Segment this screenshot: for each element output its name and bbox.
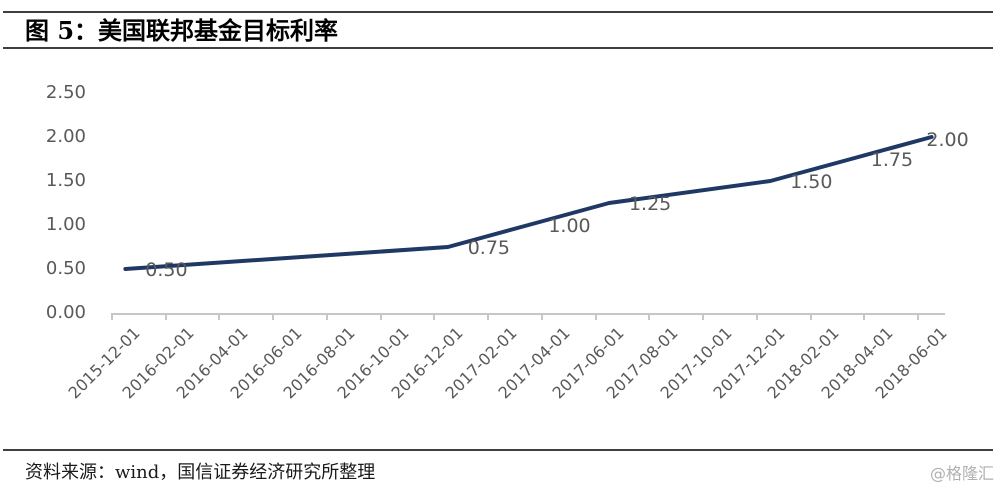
x-axis-tick (111, 313, 113, 320)
watermark: @格隆汇 (929, 464, 994, 483)
x-axis-tick (863, 313, 866, 320)
y-tick-label: 1.00 (45, 214, 86, 235)
data-point-label: 1.50 (790, 171, 833, 193)
x-axis-tick (755, 313, 758, 320)
x-axis-tick (648, 313, 651, 320)
rate-line-plot (123, 135, 934, 271)
x-axis-tick (540, 313, 543, 320)
x-axis-tick (272, 313, 275, 320)
data-point-label: 1.25 (628, 193, 672, 215)
y-tick-label: 2.50 (45, 82, 86, 103)
x-axis-tick (917, 313, 920, 320)
x-axis-tick (702, 313, 705, 320)
data-point-label: 0.75 (467, 237, 511, 259)
data-point-label: 1.00 (548, 215, 591, 237)
x-axis-tick (164, 313, 167, 320)
x-axis-line (112, 313, 945, 315)
x-axis-tick (325, 313, 328, 320)
top-divider (3, 11, 993, 13)
x-axis-tick (433, 313, 436, 320)
bottom-divider (3, 449, 993, 451)
figure-title: 图 5：美国联邦基金目标利率 (25, 16, 339, 45)
x-axis-tick (809, 313, 812, 320)
title-divider (3, 47, 993, 49)
x-axis-tick (218, 313, 221, 320)
x-axis-tick (379, 313, 382, 320)
source-note: 资料来源：wind，国信证券经济研究所整理 (25, 462, 376, 483)
data-point-label: 0.50 (145, 259, 188, 281)
data-point-label: 1.75 (870, 149, 914, 171)
x-axis-tick (487, 313, 490, 320)
data-point-label: 2.00 (926, 129, 969, 151)
y-tick-label: 0.50 (45, 258, 86, 279)
line-chart: 0.00 0.50 1.00 1.50 2.00 2.50 2015-12-01 2016-… (0, 55, 1000, 445)
x-axis-tick (594, 313, 597, 320)
y-tick-label: 1.50 (45, 170, 86, 191)
rate-line (123, 135, 934, 271)
y-tick-label: 2.00 (45, 126, 86, 147)
y-tick-label: 0.00 (45, 302, 86, 323)
